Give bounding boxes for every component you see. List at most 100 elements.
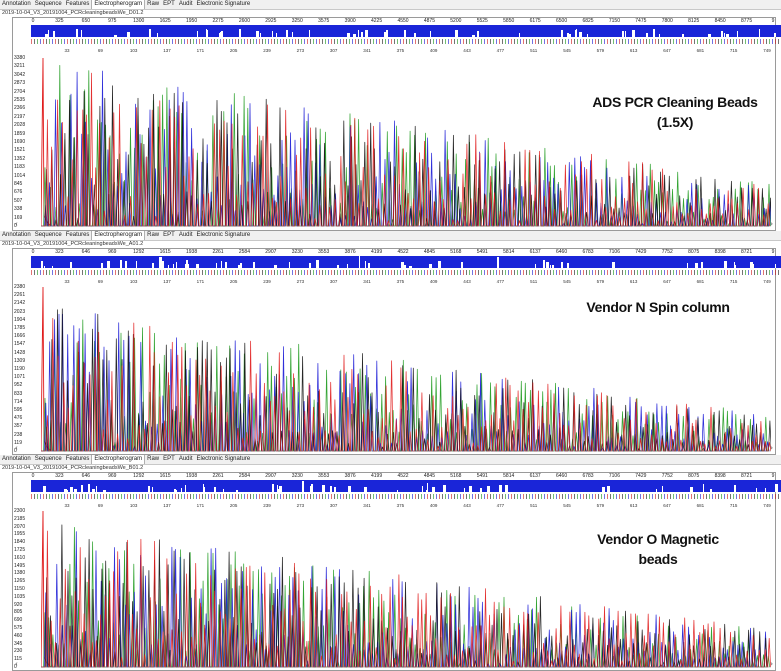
tab-sequence[interactable]: Sequence (34, 232, 62, 238)
quality-notch (152, 486, 153, 492)
ruler-tick: 7752 (661, 473, 673, 479)
tab-annotation[interactable]: Annotation (2, 1, 31, 7)
base-position: 273 (296, 48, 305, 53)
quality-notch (735, 265, 736, 268)
tab-audit[interactable]: Audit (178, 232, 193, 238)
base-position: 647 (663, 48, 671, 53)
tab-raw[interactable]: Raw (147, 456, 160, 462)
tab-ept[interactable]: EPT (163, 456, 175, 462)
axis-tick-label: 920 (14, 601, 23, 608)
trace-frame: 0 323 646 969 1292 1615 1938 2261 2584 2907 3230 35… (12, 248, 781, 455)
base-position: 171 (196, 48, 205, 53)
trace-frame: 0 325 650 975 1300 1625 1950 2275 2600 2925 3250 35… (12, 17, 781, 231)
tab-electronic-signature[interactable]: Electronic Signature (196, 456, 251, 462)
quality-notch (544, 262, 545, 268)
quality-notch (737, 31, 738, 37)
axis-tick-label: 1725 (14, 547, 26, 553)
axis-tick-label: 507 (14, 197, 23, 204)
quality-notch (41, 260, 43, 268)
tab-features[interactable]: Features (65, 232, 90, 238)
quality-notch (750, 262, 753, 268)
tab-electropherogram[interactable]: Electropherogram (91, 0, 146, 9)
tab-audit[interactable]: Audit (178, 1, 193, 7)
base-position: 715 (729, 503, 738, 508)
tab-features[interactable]: Features (65, 456, 90, 462)
quality-notch (432, 486, 435, 492)
tab-ept[interactable]: EPT (163, 1, 175, 7)
tab-raw[interactable]: Raw (147, 1, 160, 7)
scroll-right-icon[interactable]: › (770, 220, 773, 228)
quality-notch (94, 488, 95, 492)
quality-notch (734, 485, 736, 492)
scroll-right-icon[interactable]: › (770, 444, 773, 452)
ruler-tick: 4875 (423, 18, 435, 24)
axis-tick-label: 1521 (14, 147, 26, 154)
axis-tick-label: 1035 (14, 593, 26, 600)
quality-notch (221, 31, 223, 37)
quality-notch (276, 33, 277, 37)
quality-notch (309, 30, 310, 37)
ruler-tick: 9 (771, 249, 775, 255)
quality-notch (612, 262, 615, 268)
quality-notch (44, 265, 45, 268)
base-position: 579 (596, 503, 605, 508)
ruler-tick: 5491 (476, 473, 488, 479)
tab-sequence[interactable]: Sequence (34, 456, 62, 462)
scan-ruler: 0 325 650 975 1300 1625 1950 2275 2600 2925 3250 35… (13, 18, 775, 25)
tab-annotation[interactable]: Annotation (2, 232, 31, 238)
quality-notch (168, 265, 169, 268)
tab-audit[interactable]: Audit (178, 456, 193, 462)
quality-notch (186, 260, 188, 268)
tab-electronic-signature[interactable]: Electronic Signature (196, 232, 251, 238)
ruler-tick: 8775 (741, 18, 753, 24)
quality-notch (316, 260, 319, 268)
scroll-right-icon[interactable]: › (770, 660, 773, 668)
tab-features[interactable]: Features (65, 1, 90, 7)
ruler-tick: 646 (81, 249, 91, 255)
quality-notch (561, 261, 563, 268)
base-position: 545 (563, 503, 571, 508)
base-position: 749 (763, 279, 771, 284)
tab-electropherogram[interactable]: Electropherogram (91, 231, 146, 240)
tab-sequence[interactable]: Sequence (34, 1, 62, 7)
quality-notch (422, 485, 423, 492)
quality-notch (576, 29, 577, 37)
axis-tick-label: 169 (14, 214, 23, 221)
quality-notch (775, 484, 778, 492)
ruler-tick: 9 (771, 18, 775, 24)
quality-notch (401, 261, 404, 268)
base-position: 579 (596, 48, 605, 53)
quality-notch (43, 486, 46, 492)
quality-notch (622, 31, 624, 37)
quality-notch (260, 33, 261, 37)
base-position: 545 (563, 279, 571, 284)
quality-notch (256, 30, 259, 37)
quality-notch (724, 32, 725, 37)
scroll-left-icon[interactable]: ‹ (15, 444, 18, 452)
quality-notch (364, 487, 367, 492)
quality-notch (136, 260, 137, 268)
ruler-tick: 8721 (741, 473, 753, 479)
ruler-tick: 1615 (159, 249, 171, 255)
quality-notch (107, 261, 110, 268)
base-position-row: 33 69 103 137 171 205 239 273 307 341 375 409 443 477… (13, 503, 775, 510)
ruler-tick: 8398 (714, 249, 726, 255)
tab-strip: Annotation Sequence Features Electropherogr… (0, 231, 781, 241)
quality-notch (322, 485, 325, 492)
quality-notch (272, 31, 273, 37)
scroll-left-icon[interactable]: ‹ (15, 660, 18, 668)
quality-notch (331, 489, 332, 492)
quality-notch (550, 264, 551, 268)
quality-notch (361, 32, 363, 37)
tab-electronic-signature[interactable]: Electronic Signature (196, 1, 251, 7)
ruler-tick: 4522 (397, 249, 409, 255)
ruler-tick: 5814 (503, 249, 515, 255)
tab-raw[interactable]: Raw (147, 232, 160, 238)
scroll-left-icon[interactable]: ‹ (15, 220, 18, 228)
ruler-tick: 1938 (186, 249, 198, 255)
quality-notch (359, 256, 360, 268)
tab-ept[interactable]: EPT (163, 232, 175, 238)
tab-electropherogram[interactable]: Electropherogram (91, 455, 146, 464)
quality-notch (734, 262, 735, 268)
tab-annotation[interactable]: Annotation (2, 456, 31, 462)
